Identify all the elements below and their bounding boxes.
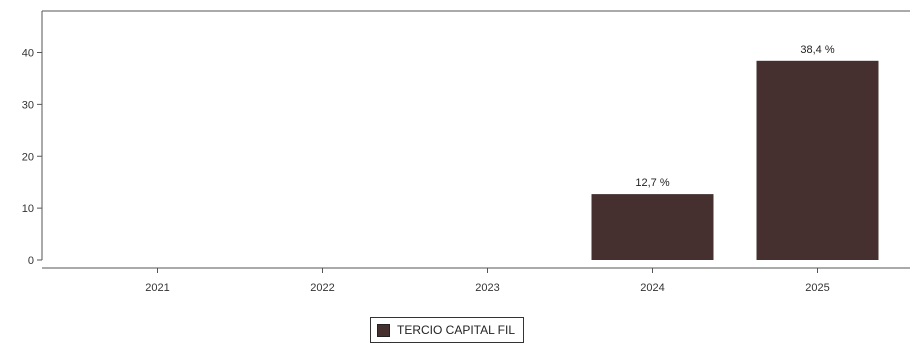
legend: TERCIO CAPITAL FIL [370,317,525,343]
legend-label: TERCIO CAPITAL FIL [397,323,516,337]
legend-swatch [377,323,390,337]
x-tick-label: 2024 [640,282,664,294]
y-tick-label: 30 [22,99,34,111]
bar [591,194,714,260]
x-tick-label: 2021 [145,282,169,294]
y-tick-label: 40 [22,48,34,60]
y-tick-label: 10 [22,203,34,215]
data-label: 12,7 % [635,177,669,189]
y-tick-label: 20 [22,151,34,163]
x-tick-label: 2022 [310,282,334,294]
x-tick-label: 2023 [475,282,499,294]
x-tick-label: 2025 [805,282,829,294]
y-tick-label: 0 [28,255,34,267]
data-label: 38,4 % [800,44,834,56]
bar [756,60,879,260]
